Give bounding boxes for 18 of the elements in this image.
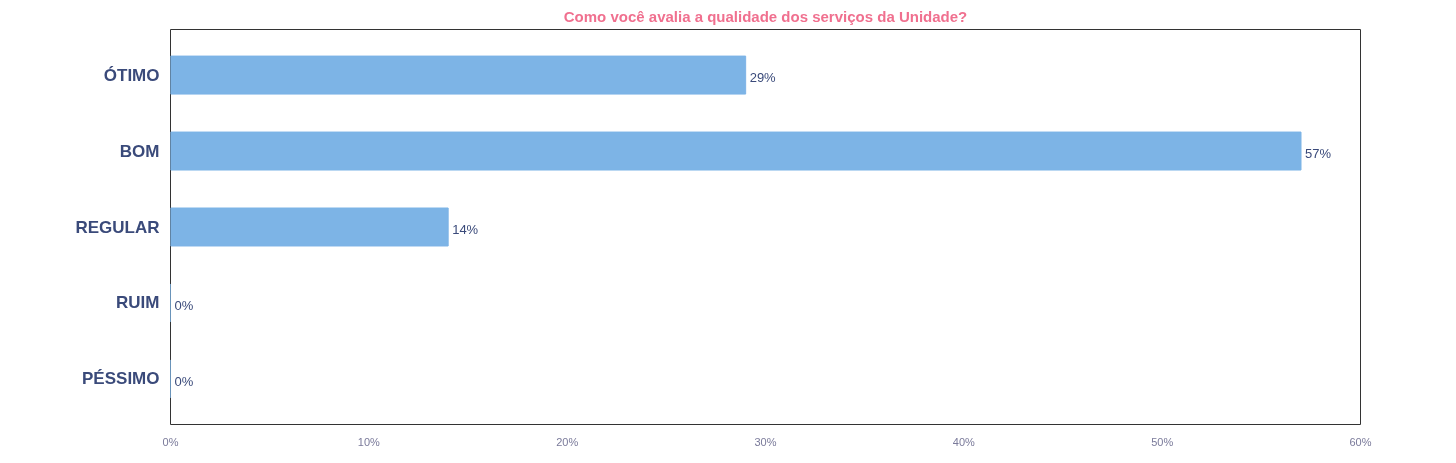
chart-title: Como você avalia a qualidade dos serviços da Unidade?: [563, 7, 968, 25]
x-tick-label: 40%: [952, 435, 976, 448]
x-tick-label: 60%: [1349, 435, 1372, 448]
data-label: 0%: [174, 373, 194, 389]
data-label: 29%: [749, 70, 777, 86]
y-tick-label: ÓTIMO: [103, 65, 160, 85]
y-tick-label: PÉSSIMO: [82, 369, 160, 389]
x-tick-label: 20%: [556, 435, 579, 448]
x-tick-label: 10%: [357, 435, 381, 448]
y-tick-label: RUIM: [116, 293, 160, 313]
x-tick-label: 0%: [162, 435, 179, 448]
data-label: 57%: [1305, 146, 1332, 162]
x-tick-label: 50%: [1151, 435, 1174, 448]
y-tick-label: BOM: [119, 141, 160, 161]
x-tick-label: 30%: [754, 435, 777, 448]
data-label: 0%: [174, 297, 194, 313]
y-tick-label: REGULAR: [75, 217, 160, 237]
data-label: 14%: [452, 222, 479, 237]
